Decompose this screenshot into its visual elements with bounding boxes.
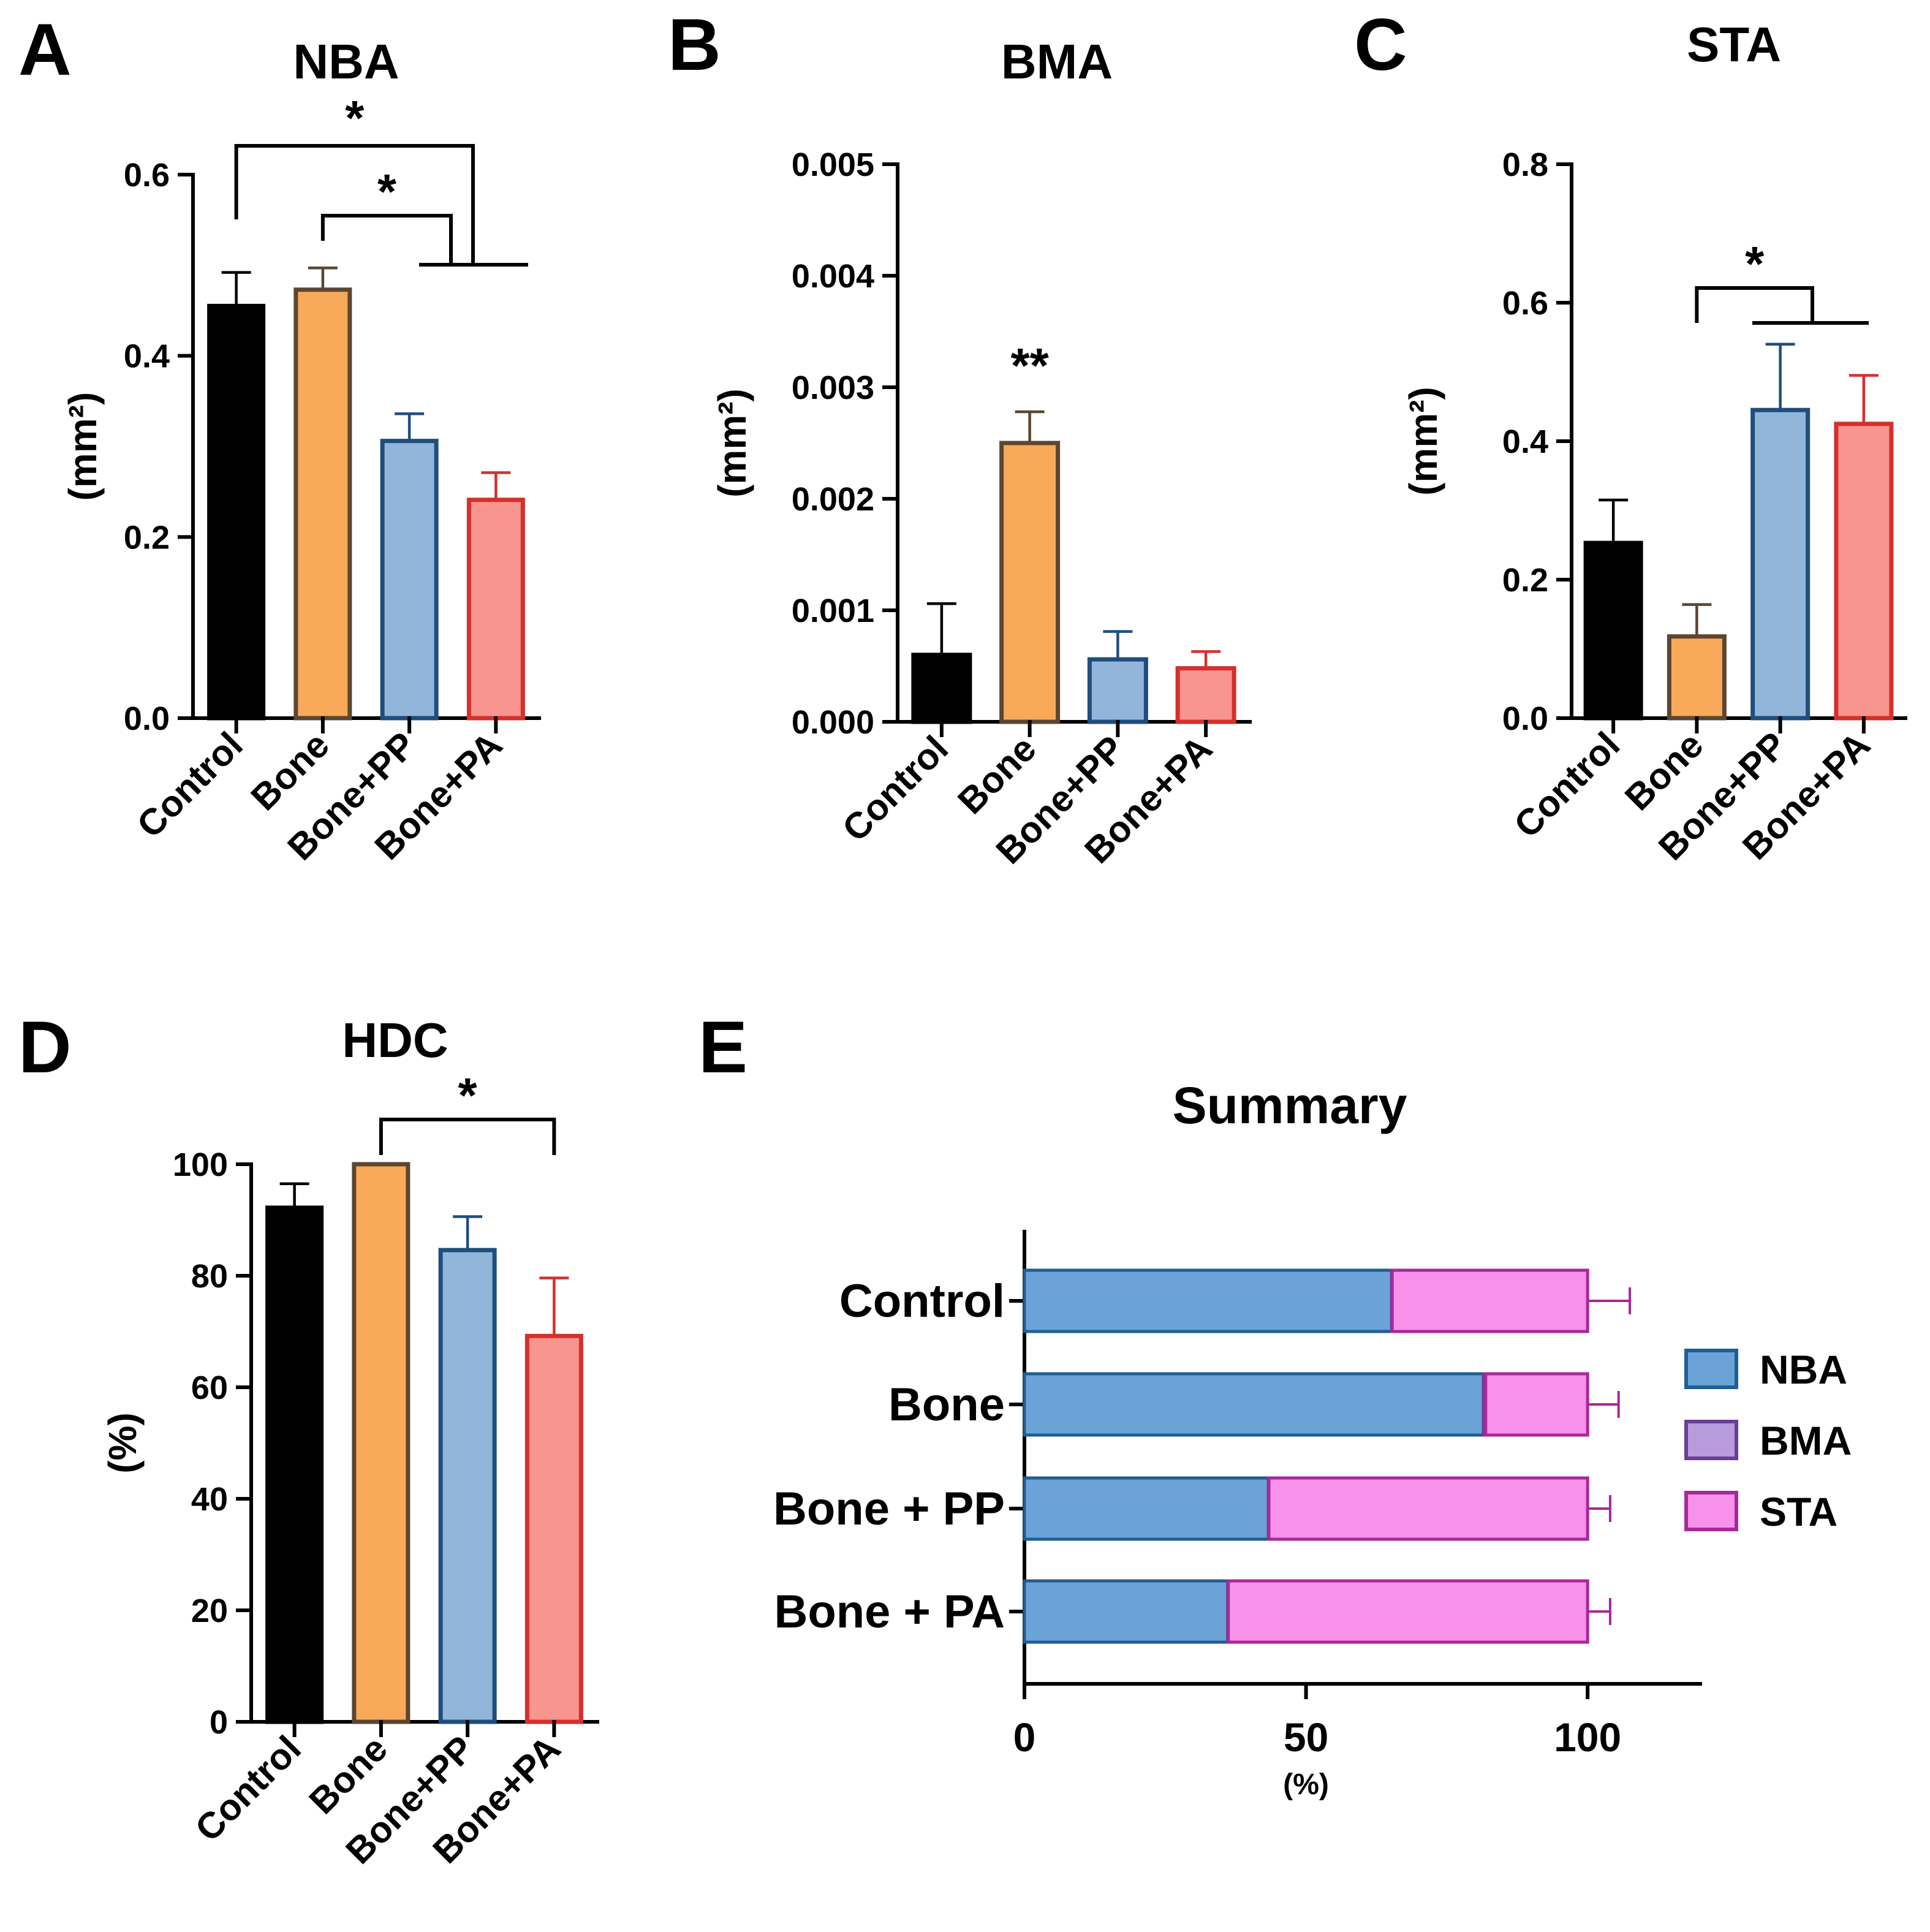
panel-e-legend-swatch [1684, 1491, 1738, 1531]
panel-b-title: BMA [1001, 34, 1113, 89]
panel-e-bar-nba [1023, 1476, 1270, 1541]
panel-a-x-tick-label: Control [129, 724, 251, 846]
panel-c-significance-bracket [1695, 286, 1814, 323]
panel-e-legend-swatch [1684, 1349, 1738, 1389]
panel-letter-a: A [18, 9, 72, 91]
panel-d-x-tick-label: Control [187, 1728, 309, 1849]
panel-e-legend-swatch [1684, 1420, 1738, 1460]
panel-d-y-tick-label: 80 [191, 1258, 228, 1295]
panel-b-y-tick-label: 0.000 [792, 704, 874, 741]
panel-letter-d: D [18, 1006, 72, 1088]
panel-d-hdc-chart: HDC(%)020406080100ControlBoneBone+PPBone… [100, 1013, 599, 1872]
panel-b-bar-0 [911, 653, 972, 724]
panel-c-title: STA [1687, 17, 1781, 72]
panel-b-bma-chart: BMA (mm²) 0.000 0.001 0.002 0.003 0.004 0.005 Co… [710, 34, 1252, 872]
panel-c-y-tick-label: 0.4 [1502, 423, 1548, 460]
panel-c-y-tick-label: 0.6 [1502, 285, 1548, 322]
panel-d-bar-2 [438, 1248, 497, 1724]
panel-e-bar-sta [1267, 1476, 1589, 1541]
panel-e-bar-sta [1390, 1268, 1589, 1333]
panel-e-x-tick-label: 0 [1013, 1714, 1036, 1760]
panel-e-summary-chart: Summary 0 50 100 (%) Control Bone Bone + PP Bone… [773, 1077, 1852, 1801]
panel-c-y-label: (mm²) [1401, 387, 1445, 496]
panel-c-y-tick-label: 0.0 [1502, 700, 1548, 737]
panel-letter-c: C [1354, 4, 1407, 86]
panel-a-title: NBA [293, 34, 399, 89]
panel-a-nba-chart: NBA(mm²)0.00.20.40.6ControlBoneBone+PPBo… [61, 34, 541, 868]
panel-a-significance-star: * [377, 164, 397, 219]
panel-e-legend-label: STA [1760, 1489, 1837, 1534]
panel-d-y-tick-label: 60 [191, 1369, 228, 1406]
panel-a-bar-1 [293, 287, 352, 721]
panel-b-bar-3 [1175, 666, 1236, 724]
panel-c-y-tick-label: 0.2 [1502, 562, 1548, 599]
panel-a-y-label: (mm²) [61, 392, 105, 501]
panel-c-bar-1 [1667, 634, 1727, 721]
panel-a-y-tick-label: 0.2 [124, 519, 170, 556]
panel-d-bar-1 [352, 1162, 411, 1724]
panel-d-significance-bracket [379, 1118, 556, 1155]
panel-a-y-tick-label: 0.6 [124, 157, 170, 194]
panel-c-x-tick-label: Control [1506, 724, 1627, 846]
panel-letter-b: B [668, 4, 721, 86]
panel-e-bar-nba [1023, 1372, 1485, 1437]
panel-b-significance-star: ** [1010, 338, 1049, 393]
panel-a-y-tick-label: 0.0 [124, 700, 170, 737]
panel-c-y-tick-label: 0.8 [1502, 146, 1548, 183]
panel-e-bar-nba [1023, 1268, 1393, 1333]
panel-b-x-tick-label: Control [834, 728, 956, 849]
panel-a-bar-3 [466, 498, 525, 721]
panel-letter-e: E [698, 1006, 747, 1088]
panel-d-y-tick-label: 100 [173, 1146, 228, 1183]
panel-c-bar-0 [1583, 540, 1643, 721]
panel-a-bar-2 [380, 439, 439, 721]
panel-d-y-label: (%) [100, 1412, 145, 1474]
panel-c-bar-3 [1834, 422, 1894, 721]
panel-a-y-tick-label: 0.4 [124, 338, 170, 375]
panel-e-x-label: (%) [1283, 1768, 1329, 1801]
panel-d-y-tick-label: 0 [210, 1704, 228, 1741]
panel-e-title: Summary [1173, 1077, 1407, 1134]
panel-e-y-tick-label: Bone + PA [774, 1586, 1005, 1638]
panel-e-bar-nba [1023, 1579, 1230, 1644]
panel-d-bar-3 [524, 1333, 583, 1724]
panel-b-y-tick-label: 0.001 [792, 593, 874, 629]
panel-e-y-tick-label: Bone [888, 1379, 1005, 1431]
panel-d-y-tick-label: 20 [191, 1593, 228, 1629]
panel-e-y-tick-label: Bone + PP [773, 1483, 1005, 1535]
panel-e-x-tick-label: 100 [1554, 1714, 1621, 1760]
panel-d-bar-0 [265, 1205, 324, 1724]
panel-b-y-label: (mm²) [710, 388, 754, 498]
panel-e-x-tick-label: 50 [1284, 1714, 1328, 1760]
panel-e-bar-sta [1484, 1372, 1589, 1437]
panel-b-bar-2 [1087, 657, 1148, 724]
panel-c-bar-2 [1750, 407, 1811, 721]
panel-a-bar-0 [207, 303, 266, 721]
panel-d-significance-star: * [458, 1068, 478, 1123]
panel-d-y-tick-label: 40 [191, 1481, 228, 1518]
panel-e-y-tick-label: Control [839, 1275, 1005, 1327]
panel-d-title: HDC [342, 1013, 448, 1067]
panel-e-legend-label: BMA [1760, 1418, 1852, 1463]
panel-b-y-tick-label: 0.005 [792, 146, 874, 183]
panel-a-significance-bracket [234, 144, 475, 265]
panel-b-y-tick-label: 0.002 [792, 481, 874, 518]
panel-a-significance-bracket [320, 214, 453, 265]
panel-b-y-tick-label: 0.004 [792, 258, 874, 295]
panel-a-significance-star: * [345, 91, 365, 145]
panel-c-significance-star: * [1745, 237, 1765, 291]
panel-e-legend-label: NBA [1760, 1347, 1847, 1392]
panel-c-sta-chart: STA(mm²)0.00.20.40.60.8ControlBoneBone+P… [1401, 17, 1907, 868]
panel-b-bar-1 [999, 441, 1061, 724]
panel-b-y-tick-label: 0.003 [792, 369, 874, 406]
panel-e-bar-sta [1227, 1579, 1589, 1644]
